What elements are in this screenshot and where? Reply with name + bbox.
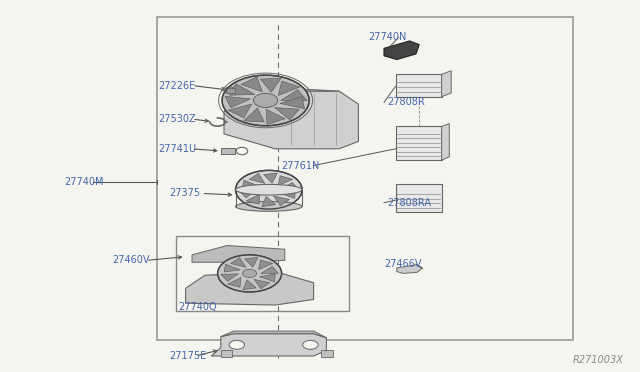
Polygon shape [262,196,276,207]
Circle shape [229,340,244,349]
Polygon shape [246,194,260,204]
Polygon shape [241,77,262,92]
Polygon shape [259,260,273,270]
Polygon shape [384,41,419,60]
Polygon shape [261,266,278,273]
Polygon shape [279,190,296,198]
Polygon shape [228,104,252,118]
Text: 27466V: 27466V [384,259,422,269]
Bar [221,350,232,357]
Polygon shape [442,124,449,160]
Text: 27808R: 27808R [387,97,425,107]
Bar [221,148,235,154]
Polygon shape [186,272,314,305]
Polygon shape [266,109,285,125]
Text: 27226E: 27226E [159,81,196,90]
Polygon shape [280,182,299,190]
Polygon shape [230,84,255,95]
Circle shape [236,170,302,209]
Bar [157,17,573,340]
Polygon shape [397,265,422,273]
Polygon shape [224,91,358,149]
Polygon shape [260,78,281,92]
Polygon shape [228,278,241,287]
Polygon shape [221,331,326,338]
Circle shape [218,255,282,292]
Bar [176,236,349,311]
Polygon shape [224,264,240,272]
Text: 27530Z: 27530Z [159,114,196,124]
Text: 27761N: 27761N [282,161,320,170]
Text: 27375: 27375 [169,189,200,198]
Circle shape [262,186,276,194]
Polygon shape [442,71,451,97]
Polygon shape [273,196,289,206]
Circle shape [222,75,309,126]
Bar [321,350,333,357]
Polygon shape [249,173,265,183]
Polygon shape [264,173,277,183]
Polygon shape [280,97,305,109]
Polygon shape [278,81,300,96]
Polygon shape [244,108,264,122]
Text: 27740M: 27740M [64,177,104,187]
Polygon shape [221,274,239,281]
Bar [396,74,442,97]
Polygon shape [243,180,259,188]
Text: 27740N: 27740N [368,32,406,42]
Text: 27740Q: 27740Q [178,302,216,312]
Polygon shape [192,246,285,262]
Ellipse shape [236,202,302,211]
Bar [396,184,442,212]
Text: 27175E: 27175E [169,351,206,361]
Polygon shape [230,258,246,267]
Text: 27460V: 27460V [112,256,150,265]
Polygon shape [211,334,326,356]
Circle shape [243,269,257,278]
Polygon shape [244,257,258,267]
Polygon shape [281,90,307,100]
Polygon shape [254,279,269,289]
Bar [396,126,442,160]
Ellipse shape [224,87,237,94]
Polygon shape [259,274,275,282]
Text: 27741U: 27741U [159,144,197,154]
Polygon shape [278,176,293,186]
Polygon shape [224,89,339,112]
Ellipse shape [236,185,302,195]
Text: R271003X: R271003X [573,355,624,365]
Circle shape [253,93,278,108]
Polygon shape [243,280,256,290]
Text: 27808RA: 27808RA [387,198,431,208]
Circle shape [303,340,318,349]
Bar [226,88,235,93]
Polygon shape [225,96,251,108]
Polygon shape [275,108,300,120]
Polygon shape [239,190,257,198]
